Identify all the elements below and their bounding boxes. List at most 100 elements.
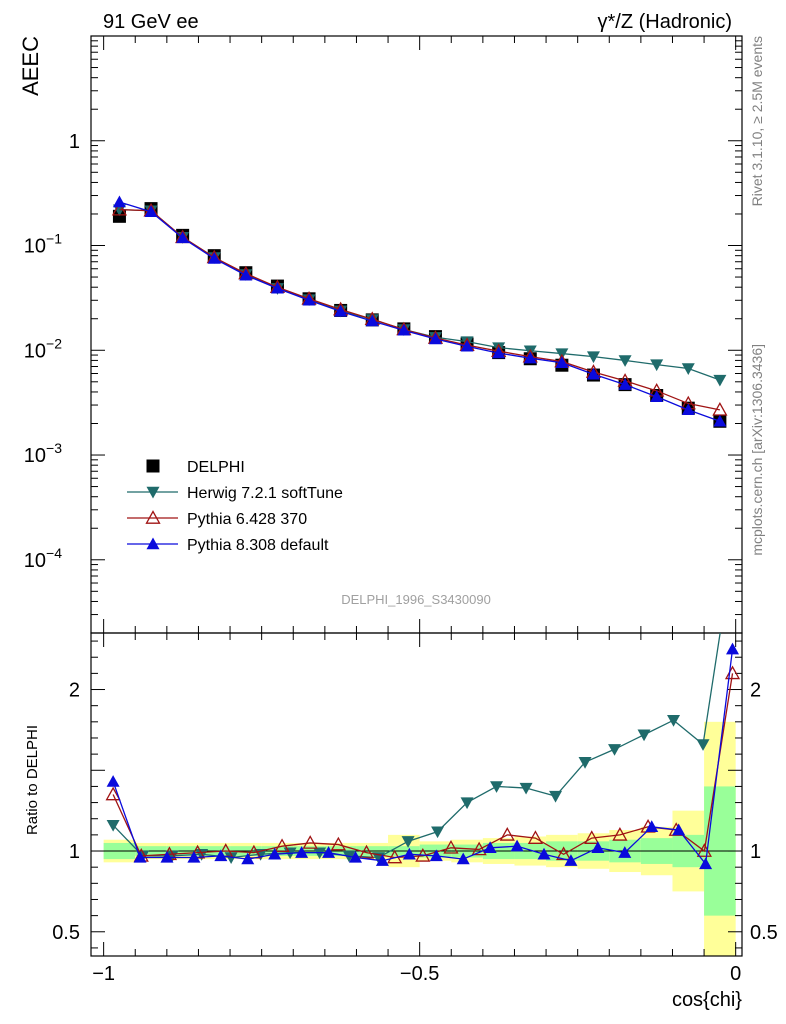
ratio-data-point — [667, 715, 681, 727]
ratio-data-point — [160, 850, 174, 863]
ratio-data-point — [330, 836, 346, 851]
top-left-title: 91 GeV ee — [103, 11, 199, 33]
main-data-point — [650, 359, 664, 372]
main-series-line-pythia-8-308-default — [119, 201, 721, 422]
main-data-point — [681, 363, 695, 375]
ratio-y-tick-label-right: 0.5 — [750, 922, 778, 944]
main-data-point — [618, 378, 632, 390]
ratio-y-tick-label-right: 2 — [750, 680, 761, 702]
ratio-data-point — [672, 823, 686, 836]
ratio-data-point — [106, 775, 120, 787]
x-axis-label: cos{chi} — [672, 989, 742, 1011]
ratio-data-point — [456, 852, 470, 865]
main-plot: 1 10−1 10−2 10−3 10−4 — [24, 35, 743, 634]
main-data-point — [270, 281, 284, 294]
ratio-data-point — [348, 850, 362, 863]
legend-label: Pythia 6.428 370 — [187, 511, 307, 528]
ratio-data-point — [591, 841, 605, 853]
main-data-point — [460, 339, 474, 352]
ratio-data-point — [187, 850, 201, 863]
ratio-data-point — [483, 841, 497, 853]
legend-label: DELPHI — [187, 459, 245, 476]
ratio-data-point — [612, 827, 628, 841]
ratio-data-point — [696, 739, 710, 751]
main-data-point — [112, 195, 126, 208]
ratio-y-tick-label: 0.5 — [52, 922, 80, 944]
ratio-data-point — [490, 781, 504, 793]
legend-label: Herwig 7.2.1 softTune — [187, 485, 343, 502]
main-data-point — [681, 403, 695, 416]
legend: DELPHI Herwig 7.2.1 softTune Pythia 6.428 … — [127, 459, 343, 554]
ratio-plot: −1 −0.5 0 0.5 0.5 1 1 2 2 — [52, 547, 778, 985]
ratio-data-point — [431, 826, 445, 839]
ratio-data-point — [537, 847, 551, 860]
main-data-point — [111, 201, 128, 216]
main-data-point — [365, 314, 379, 327]
main-y-tick-label: 1 — [69, 131, 80, 153]
ratio-data-point — [274, 838, 290, 853]
ratio-x-tick-label: −1 — [92, 963, 115, 985]
main-data-point — [428, 332, 442, 345]
main-data-point — [650, 390, 664, 402]
ratio-data-point — [443, 839, 459, 854]
ratio-data-point — [224, 852, 238, 864]
main-data-point — [144, 205, 158, 217]
ratio-data-point — [637, 729, 651, 742]
main-data-point — [713, 374, 727, 387]
main-y-tick-label: 10−4 — [24, 545, 62, 572]
ratio-data-point — [726, 547, 739, 559]
ratio-data-point — [499, 827, 515, 841]
ratio-data-point — [618, 846, 632, 858]
main-y-tick-label: 10−1 — [24, 231, 62, 258]
ratio-series-pythia-8-308-default — [106, 642, 740, 870]
analysis-watermark: DELPHI_1996_S3430090 — [341, 592, 491, 607]
ratio-data-point — [578, 757, 592, 769]
ratio-series-line — [112, 649, 734, 866]
ratio-data-point — [549, 790, 563, 803]
legend-label: Pythia 8.308 default — [187, 537, 329, 554]
ratio-data-point — [527, 830, 544, 844]
main-data-point — [492, 346, 506, 359]
main-data-point — [586, 351, 600, 364]
ratio-data-point — [241, 852, 255, 865]
rivet-label: Rivet 3.1.10, ≥ 2.5M events — [749, 36, 765, 206]
legend-marker — [146, 486, 160, 499]
legend-marker — [146, 537, 160, 550]
ratio-frame — [90, 632, 743, 957]
main-data-point — [207, 252, 221, 264]
ratio-data-point — [302, 835, 318, 849]
ratio-data-point — [645, 820, 659, 832]
ratio-data-point — [584, 830, 600, 844]
ratio-data-point — [295, 846, 309, 858]
main-data-point — [302, 293, 316, 306]
ratio-data-point — [510, 839, 524, 852]
ratio-data-point — [322, 846, 336, 858]
main-data-point — [618, 355, 632, 367]
ratio-data-point — [429, 849, 443, 862]
ratio-x-tick-label: 0 — [730, 963, 741, 985]
ratio-y-tick-label: 1 — [69, 841, 80, 863]
main-data-point — [176, 231, 190, 244]
ratio-data-point — [402, 847, 416, 860]
ratio-data-point — [358, 844, 375, 859]
ratio-data-point — [726, 642, 740, 655]
ratio-data-point — [460, 797, 474, 810]
main-data-point — [555, 356, 569, 368]
main-y-tick-label: 10−3 — [24, 440, 62, 467]
ratio-data-point — [105, 786, 121, 801]
mcplots-label: mcplots.cern.ch [arXiv:1306.3436] — [749, 344, 765, 556]
main-data-point — [523, 351, 537, 364]
main-series-line-herwig-7-2-1-softtune — [119, 208, 721, 381]
ratio-series-line — [112, 673, 734, 859]
main-y-tick-label: 10−2 — [24, 335, 62, 362]
main-data-point — [397, 323, 411, 336]
ratio-data-point — [608, 744, 622, 756]
ratio-data-point — [133, 850, 147, 863]
ratio-data-point — [106, 819, 120, 832]
ratio-data-point — [375, 854, 389, 866]
ratio-y-tick-label-right: 1 — [750, 841, 761, 863]
ratio-x-tick-label: −0.5 — [400, 963, 439, 985]
ratio-data-point — [564, 854, 578, 866]
ratio-data-point — [401, 836, 415, 848]
